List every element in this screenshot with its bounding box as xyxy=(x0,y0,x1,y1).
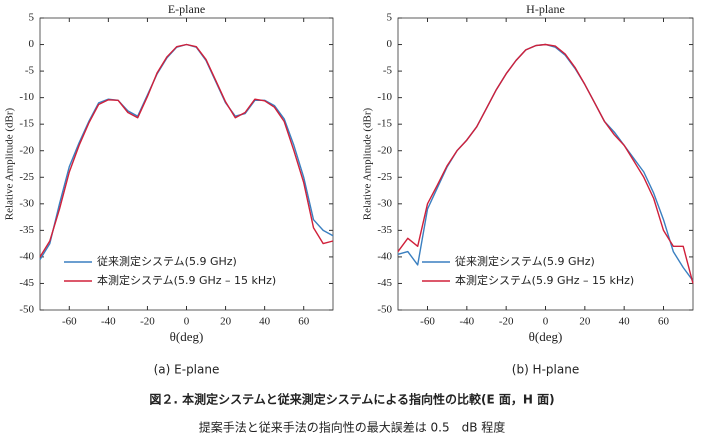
x-tick-label: 20 xyxy=(579,316,591,328)
x-tick-label: -40 xyxy=(459,316,474,328)
y-axis-label: Relative Amplitude (dBr) xyxy=(362,107,374,220)
x-tick-label: -20 xyxy=(140,316,155,328)
data-line xyxy=(397,43,694,284)
y-tick-label: -25 xyxy=(19,171,34,183)
x-tick-label: 20 xyxy=(220,316,232,328)
caption: (a) E-plane xyxy=(154,363,220,377)
y-tick-label: -15 xyxy=(19,118,34,130)
y-tick-label: 0 xyxy=(29,38,35,50)
x-tick-label: 40 xyxy=(259,316,271,328)
y-tick-label: -45 xyxy=(19,277,34,289)
y-tick-label: -35 xyxy=(377,224,392,236)
legend-label: 従来測定システム(5.9 GHz) xyxy=(97,254,237,268)
chart-title: E-plane xyxy=(168,2,205,16)
y-tick-label: -45 xyxy=(377,277,392,289)
y-tick-label: -25 xyxy=(377,171,392,183)
data-line xyxy=(39,43,334,258)
x-tick-label: 40 xyxy=(619,316,631,328)
figure-note: 提案手法と従来手法の指向性の最大誤差は 0.5 dB 程度 xyxy=(199,420,506,435)
legend-label: 従来測定システム(5.9 GHz) xyxy=(455,254,595,268)
y-tick-label: -40 xyxy=(19,250,34,262)
legend-label: 本測定システム(5.9 GHz – 15 kHz) xyxy=(97,273,276,287)
x-axis-label: θ(deg) xyxy=(170,329,204,344)
y-tick-label: -30 xyxy=(19,197,34,209)
x-tick-label: 60 xyxy=(658,316,670,328)
x-tick-label: -60 xyxy=(62,316,77,328)
x-tick-label: 60 xyxy=(298,316,310,328)
x-axis-label: θ(deg) xyxy=(529,329,563,344)
data-line xyxy=(39,43,334,260)
y-tick-label: -5 xyxy=(25,65,35,77)
y-tick-label: 0 xyxy=(387,38,393,50)
y-tick-label: -10 xyxy=(377,91,392,103)
y-tick-label: -30 xyxy=(377,197,392,209)
chart-title: H-plane xyxy=(526,2,565,16)
x-tick-label: -20 xyxy=(499,316,514,328)
y-tick-label: -50 xyxy=(19,304,34,316)
y-tick-label: 5 xyxy=(29,12,35,24)
y-tick-label: -50 xyxy=(377,304,392,316)
y-tick-label: -5 xyxy=(383,65,393,77)
y-tick-label: -40 xyxy=(377,250,392,262)
y-tick-label: 5 xyxy=(387,12,393,24)
x-tick-label: 0 xyxy=(184,316,190,328)
y-tick-label: -10 xyxy=(19,91,34,103)
x-tick-label: -60 xyxy=(420,316,435,328)
y-tick-label: -35 xyxy=(19,224,34,236)
y-tick-label: -20 xyxy=(19,144,34,156)
x-tick-label: 0 xyxy=(543,316,549,328)
y-axis-label: Relative Amplitude (dBr) xyxy=(4,107,16,220)
caption: (b) H-plane xyxy=(512,363,579,377)
y-tick-label: -20 xyxy=(377,144,392,156)
figure-title: 図２. 本測定システムと従来測定システムによる指向性の比較(E 面，H 面) xyxy=(149,392,554,407)
data-line xyxy=(397,43,694,282)
y-tick-label: -15 xyxy=(377,118,392,130)
legend-label: 本測定システム(5.9 GHz – 15 kHz) xyxy=(455,273,634,287)
x-tick-label: -40 xyxy=(101,316,116,328)
